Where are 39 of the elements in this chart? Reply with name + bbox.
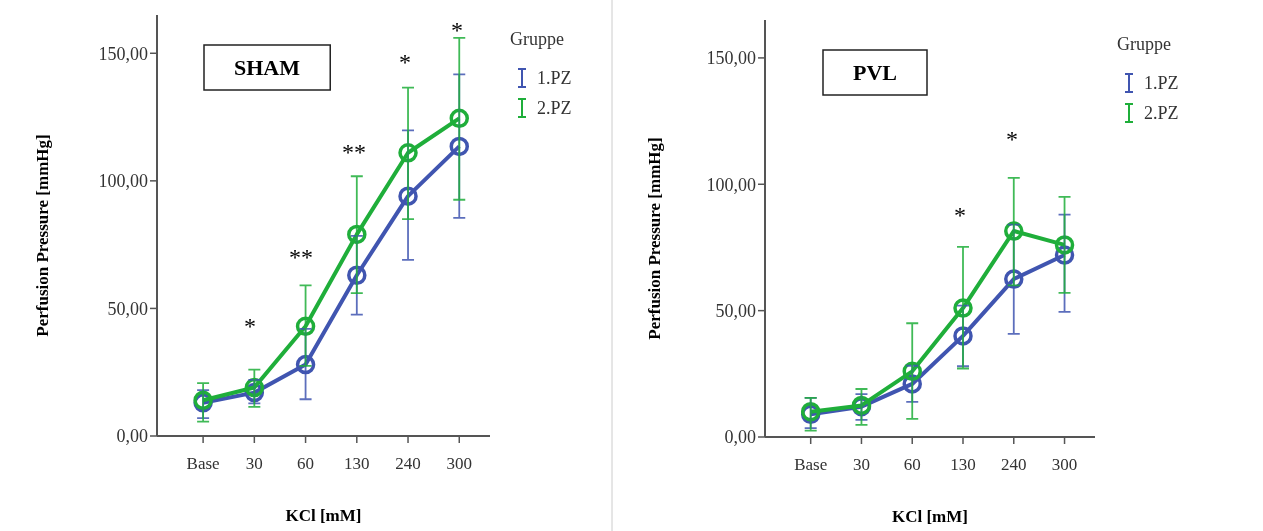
- annotation: *: [1006, 126, 1018, 152]
- text: PVL: [853, 60, 897, 85]
- legend-title: Gruppe: [510, 29, 564, 49]
- y-tick-label: 50,00: [107, 298, 148, 319]
- x-tick-label: 30: [852, 455, 870, 474]
- x-tick-label: 240: [395, 454, 421, 473]
- y-axis-title: Perfusion Pressure [mmHg]: [645, 137, 664, 340]
- y-tick-label: 100,00: [98, 171, 148, 192]
- x-tick-label: 240: [1001, 455, 1027, 474]
- x-tick-label: 300: [446, 454, 473, 473]
- x-axis-title: KCl [mM]: [891, 507, 969, 526]
- annotation: **: [289, 244, 313, 270]
- x-tick-label: 130: [950, 455, 976, 474]
- y-tick-label: 50,00: [715, 300, 756, 321]
- x-tick-label: Base: [794, 455, 828, 474]
- annotation: *: [244, 313, 256, 339]
- annotation: **: [342, 139, 366, 165]
- y-tick-label: 150,00: [706, 48, 756, 69]
- legend-label: 2.PZ: [1144, 103, 1179, 124]
- y-tick-label: 0,00: [724, 427, 756, 448]
- legend-label: 1.PZ: [537, 68, 572, 89]
- y-axis-title: Perfusion Pressure [mmHg]: [33, 134, 52, 337]
- y-tick-label: 0,00: [116, 426, 148, 447]
- annotation: *: [451, 17, 463, 43]
- x-axis-title: KCl [mM]: [285, 506, 362, 525]
- y-tick-label: 100,00: [706, 174, 756, 195]
- y-tick-label: 150,00: [98, 43, 148, 64]
- x-tick-label: 60: [297, 454, 315, 473]
- x-tick-label: 60: [903, 455, 921, 474]
- x-tick-label: 30: [245, 454, 263, 473]
- annotation: *: [399, 49, 411, 75]
- x-tick-label: Base: [186, 454, 220, 473]
- legend-label: 1.PZ: [1144, 73, 1179, 94]
- annotation: *: [954, 202, 966, 228]
- x-tick-label: 130: [344, 454, 370, 473]
- text: SHAM: [234, 55, 301, 80]
- legend-label: 2.PZ: [537, 98, 572, 119]
- legend-title: Gruppe: [1117, 34, 1171, 54]
- x-tick-label: 300: [1051, 455, 1078, 474]
